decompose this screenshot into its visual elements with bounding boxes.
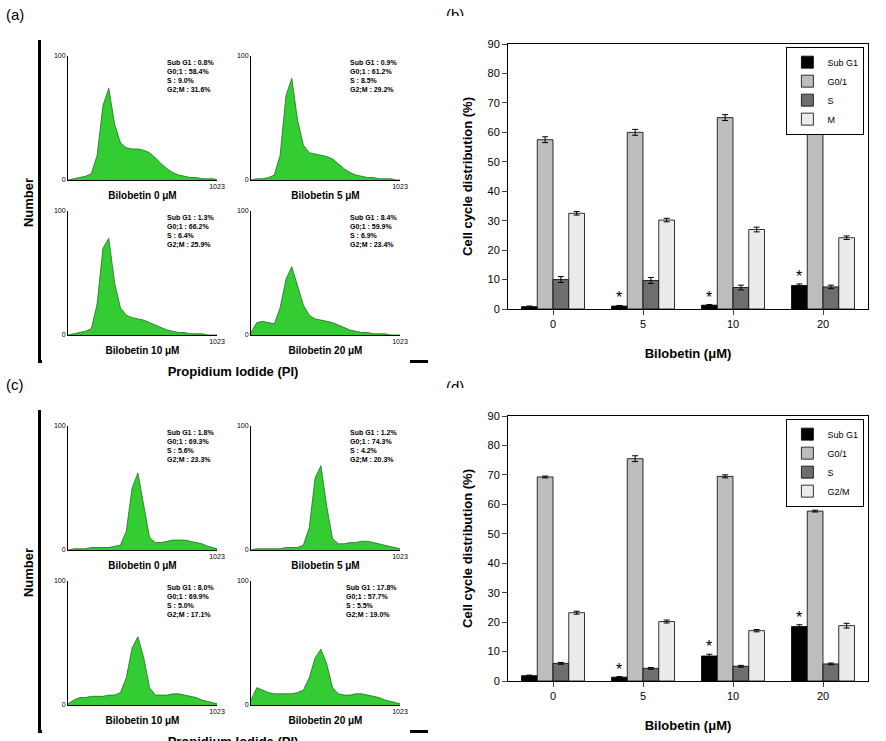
svg-text:1023: 1023 xyxy=(209,183,225,190)
svg-text:10: 10 xyxy=(488,273,500,285)
html-text:(a): (a) xyxy=(6,6,25,23)
svg-text:50: 50 xyxy=(488,156,500,168)
svg-text:0: 0 xyxy=(62,331,66,338)
svg-text:5: 5 xyxy=(640,690,646,702)
html-text:(d): (d) xyxy=(446,378,465,395)
svg-text:1023: 1023 xyxy=(392,708,408,715)
svg-text:0: 0 xyxy=(494,303,500,315)
svg-text:1023: 1023 xyxy=(209,708,225,715)
svg-text:100: 100 xyxy=(54,207,66,214)
svg-text:Sub G1 : 1.8%G0;1 : 69.3%S : 5: Sub G1 : 1.8%G0;1 : 69.3%S : 5.6%G2;M : … xyxy=(167,429,214,464)
svg-text:Cell cycle distribution (%): Cell cycle distribution (%) xyxy=(460,469,475,628)
svg-text:*: * xyxy=(796,609,802,626)
svg-text:Bilobetin (μM): Bilobetin (μM) xyxy=(645,346,732,361)
svg-text:Bilobetin 10 μM: Bilobetin 10 μM xyxy=(106,715,180,726)
svg-text:5: 5 xyxy=(640,318,646,330)
svg-text:0: 0 xyxy=(550,690,556,702)
svg-text:Sub G1 : 0.9%G0;1 : 61.2%S : 8: Sub G1 : 0.9%G0;1 : 61.2%S : 8.5%G2;M : … xyxy=(350,59,397,94)
svg-text:100: 100 xyxy=(237,577,249,584)
html-text:(c): (c) xyxy=(6,376,24,393)
svg-text:*: * xyxy=(706,289,712,306)
svg-text:Bilobetin 10 μM: Bilobetin 10 μM xyxy=(106,345,180,356)
svg-text:80: 80 xyxy=(488,67,500,79)
html-text:Number: Number xyxy=(20,177,36,228)
svg-text:*: * xyxy=(706,638,712,655)
svg-text:100: 100 xyxy=(237,207,249,214)
svg-text:90: 90 xyxy=(488,38,500,50)
svg-text:G0/1: G0/1 xyxy=(827,449,847,459)
svg-text:Bilobetin 20 μM: Bilobetin 20 μM xyxy=(289,345,363,356)
svg-text:1023: 1023 xyxy=(209,338,225,345)
svg-text:90: 90 xyxy=(488,410,500,422)
html-text:Propidium Iodide (PI): Propidium Iodide (PI) xyxy=(167,364,299,379)
svg-text:20: 20 xyxy=(817,690,829,702)
svg-text:S: S xyxy=(827,468,833,478)
svg-text:0: 0 xyxy=(245,331,249,338)
svg-text:0: 0 xyxy=(550,318,556,330)
svg-text:Sub G1: Sub G1 xyxy=(827,430,858,440)
svg-text:60: 60 xyxy=(488,498,500,510)
svg-text:70: 70 xyxy=(488,97,500,109)
svg-text:Sub G1: Sub G1 xyxy=(827,58,858,68)
svg-text:100: 100 xyxy=(54,577,66,584)
html-text:(b): (b) xyxy=(446,6,465,23)
svg-text:Bilobetin 20 μM: Bilobetin 20 μM xyxy=(289,715,363,726)
svg-text:1023: 1023 xyxy=(392,553,408,560)
svg-text:0: 0 xyxy=(245,176,249,183)
svg-text:20: 20 xyxy=(488,244,500,256)
svg-text:*: * xyxy=(796,268,802,285)
svg-text:*: * xyxy=(616,289,622,306)
svg-text:0: 0 xyxy=(245,546,249,553)
svg-text:20: 20 xyxy=(488,616,500,628)
svg-text:Sub G1 : 8.4%G0;1 : 59.9%S : 6: Sub G1 : 8.4%G0;1 : 59.9%S : 6.9%G2;M : … xyxy=(350,214,397,249)
svg-text:Bilobetin 0 μM: Bilobetin 0 μM xyxy=(108,190,176,201)
svg-text:*: * xyxy=(616,661,622,678)
svg-text:10: 10 xyxy=(727,690,739,702)
svg-text:G2/M: G2/M xyxy=(827,487,849,497)
svg-text:S: S xyxy=(827,96,833,106)
svg-text:Sub G1 : 1.3%G0;1 : 66.2%S : 6: Sub G1 : 1.3%G0;1 : 66.2%S : 6.4%G2;M : … xyxy=(167,214,214,249)
html-text:Number: Number xyxy=(20,547,36,598)
svg-text:100: 100 xyxy=(237,52,249,59)
svg-text:1023: 1023 xyxy=(392,183,408,190)
svg-text:Bilobetin 0 μM: Bilobetin 0 μM xyxy=(108,560,176,571)
svg-text:70: 70 xyxy=(488,469,500,481)
svg-text:10: 10 xyxy=(727,318,739,330)
svg-text:Sub G1 : 8.0%G0;1 : 69.9%S : 5: Sub G1 : 8.0%G0;1 : 69.9%S : 5.0%G2;M : … xyxy=(167,584,214,619)
svg-text:100: 100 xyxy=(54,52,66,59)
svg-text:80: 80 xyxy=(488,439,500,451)
svg-text:50: 50 xyxy=(488,528,500,540)
svg-text:M: M xyxy=(827,115,835,125)
svg-text:0: 0 xyxy=(62,701,66,708)
svg-text:20: 20 xyxy=(817,318,829,330)
svg-text:Sub G1 : 1.2%G0;1 : 74.3%S : 4: Sub G1 : 1.2%G0;1 : 74.3%S : 4.2%G2;M : … xyxy=(350,429,397,464)
svg-text:30: 30 xyxy=(488,587,500,599)
svg-text:Bilobetin 5 μM: Bilobetin 5 μM xyxy=(291,560,359,571)
svg-text:10: 10 xyxy=(488,645,500,657)
svg-text:1023: 1023 xyxy=(392,338,408,345)
svg-text:0: 0 xyxy=(494,675,500,687)
svg-text:40: 40 xyxy=(488,185,500,197)
svg-text:0: 0 xyxy=(62,176,66,183)
svg-text:30: 30 xyxy=(488,215,500,227)
svg-text:0: 0 xyxy=(62,546,66,553)
svg-text:Sub G1 : 17.8%G0;1 : 57.7%S :: Sub G1 : 17.8%G0;1 : 57.7%S : 5.5%G2;M :… xyxy=(346,584,397,619)
svg-text:100: 100 xyxy=(54,422,66,429)
svg-text:100: 100 xyxy=(237,422,249,429)
svg-text:Cell cycle distribution (%): Cell cycle distribution (%) xyxy=(460,97,475,256)
svg-text:60: 60 xyxy=(488,126,500,138)
svg-text:Bilobetin (μM): Bilobetin (μM) xyxy=(645,718,732,733)
svg-text:40: 40 xyxy=(488,557,500,569)
svg-text:Bilobetin 5 μM: Bilobetin 5 μM xyxy=(291,190,359,201)
svg-text:G0/1: G0/1 xyxy=(827,77,847,87)
svg-text:Sub G1 : 0.8%G0;1 : 58.4%S : 9: Sub G1 : 0.8%G0;1 : 58.4%S : 9.0%G2;M : … xyxy=(167,59,214,94)
svg-text:0: 0 xyxy=(245,701,249,708)
svg-text:1023: 1023 xyxy=(209,553,225,560)
